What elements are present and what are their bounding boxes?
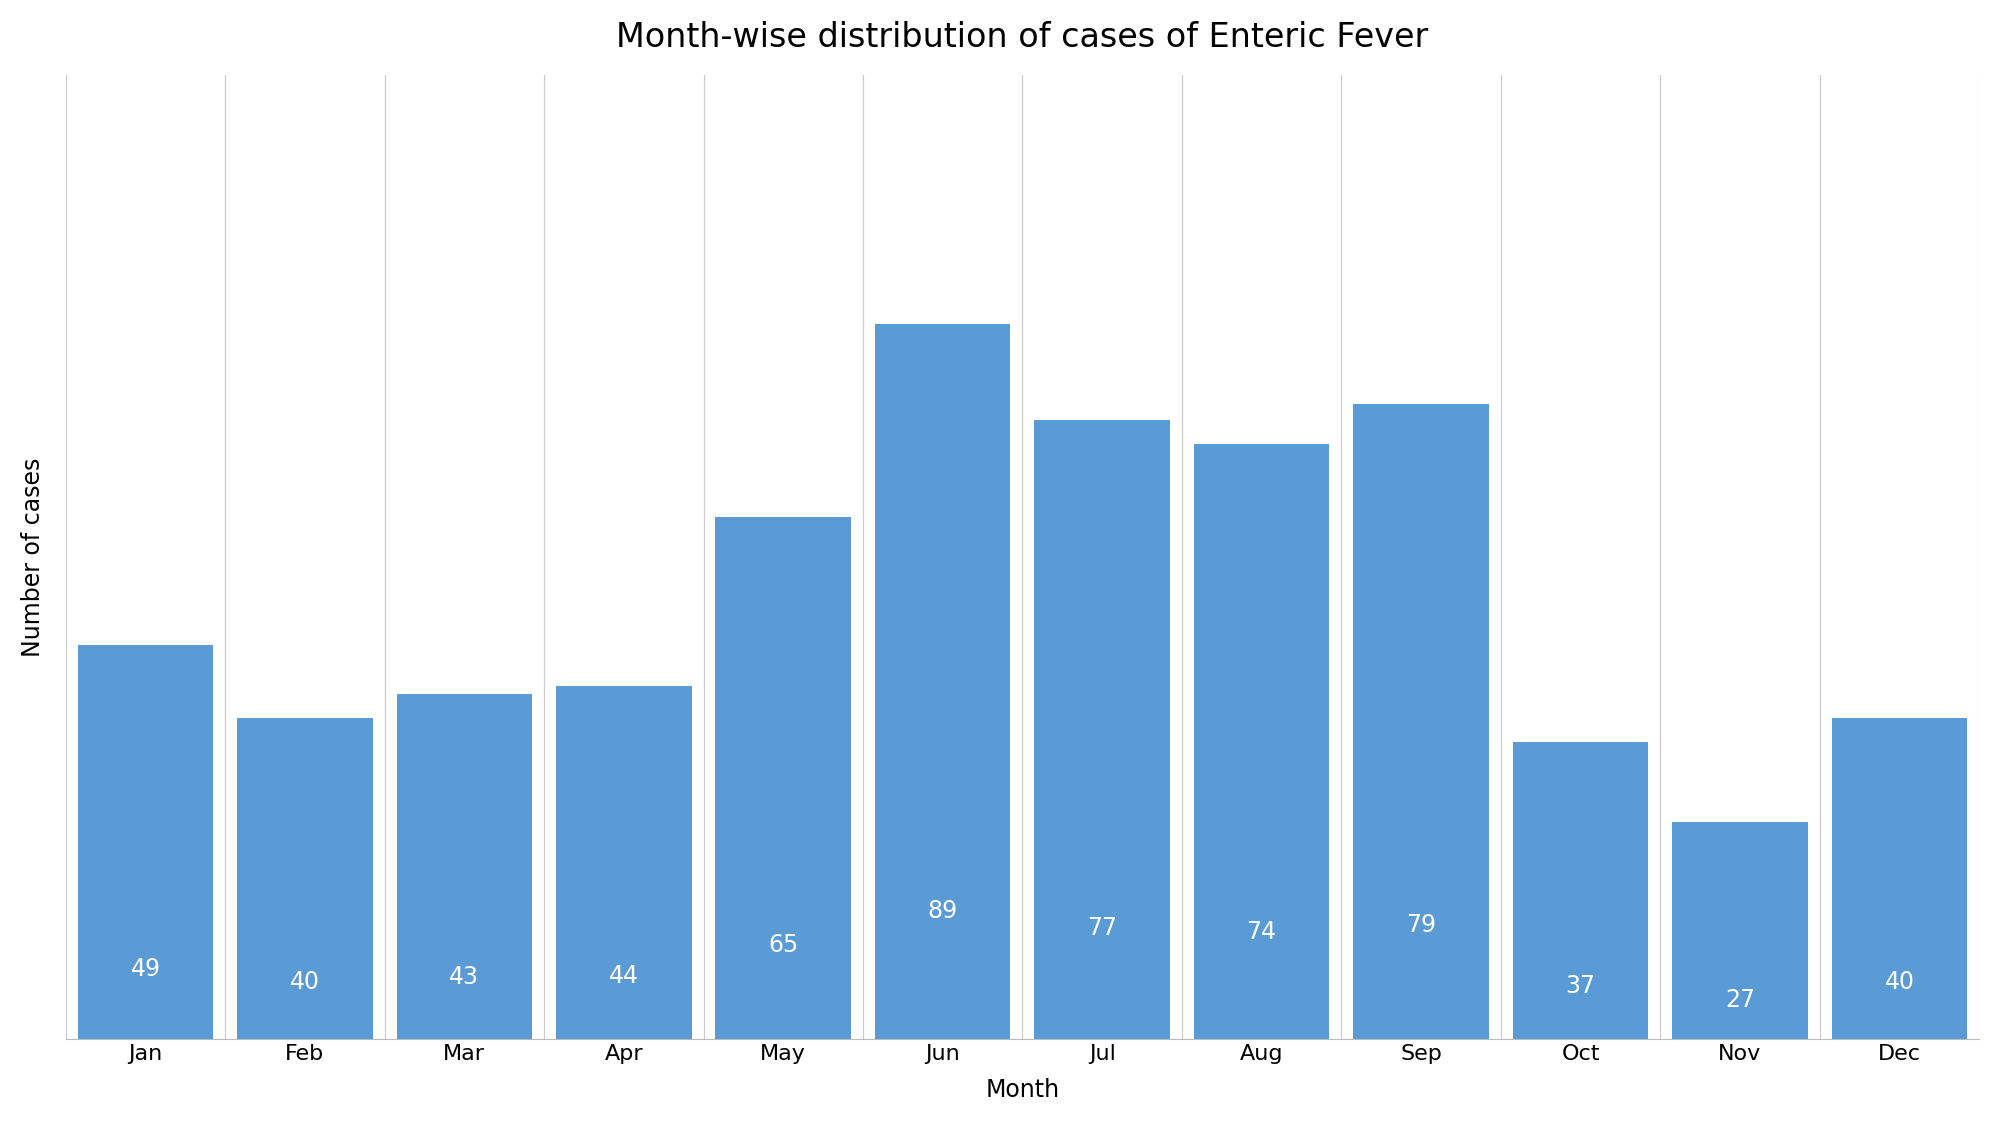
Bar [1832,718,1968,1040]
Bar [1194,445,1330,1040]
Y-axis label: Number of cases: Number of cases [20,457,44,657]
Text: 74: 74 [1246,921,1276,944]
Text: 49: 49 [130,957,160,980]
Bar [1034,420,1170,1040]
Bar [1672,822,1808,1040]
Text: 79: 79 [1406,913,1436,937]
Bar [874,323,1010,1040]
Bar [396,694,532,1040]
Bar [556,686,692,1040]
Text: 37: 37 [1566,974,1596,998]
Bar [78,646,214,1040]
Text: 44: 44 [608,964,638,988]
Bar [238,718,372,1040]
Text: 77: 77 [1088,916,1118,940]
Bar [716,517,850,1040]
Text: 40: 40 [1884,969,1914,994]
Text: 65: 65 [768,933,798,957]
Text: 40: 40 [290,969,320,994]
Text: 89: 89 [928,898,958,923]
Bar [1512,742,1648,1040]
Bar [1354,404,1488,1040]
X-axis label: Month: Month [986,1078,1060,1102]
Text: 27: 27 [1724,988,1754,1012]
Text: 43: 43 [450,965,480,989]
Title: Month-wise distribution of cases of Enteric Fever: Month-wise distribution of cases of Ente… [616,21,1428,54]
